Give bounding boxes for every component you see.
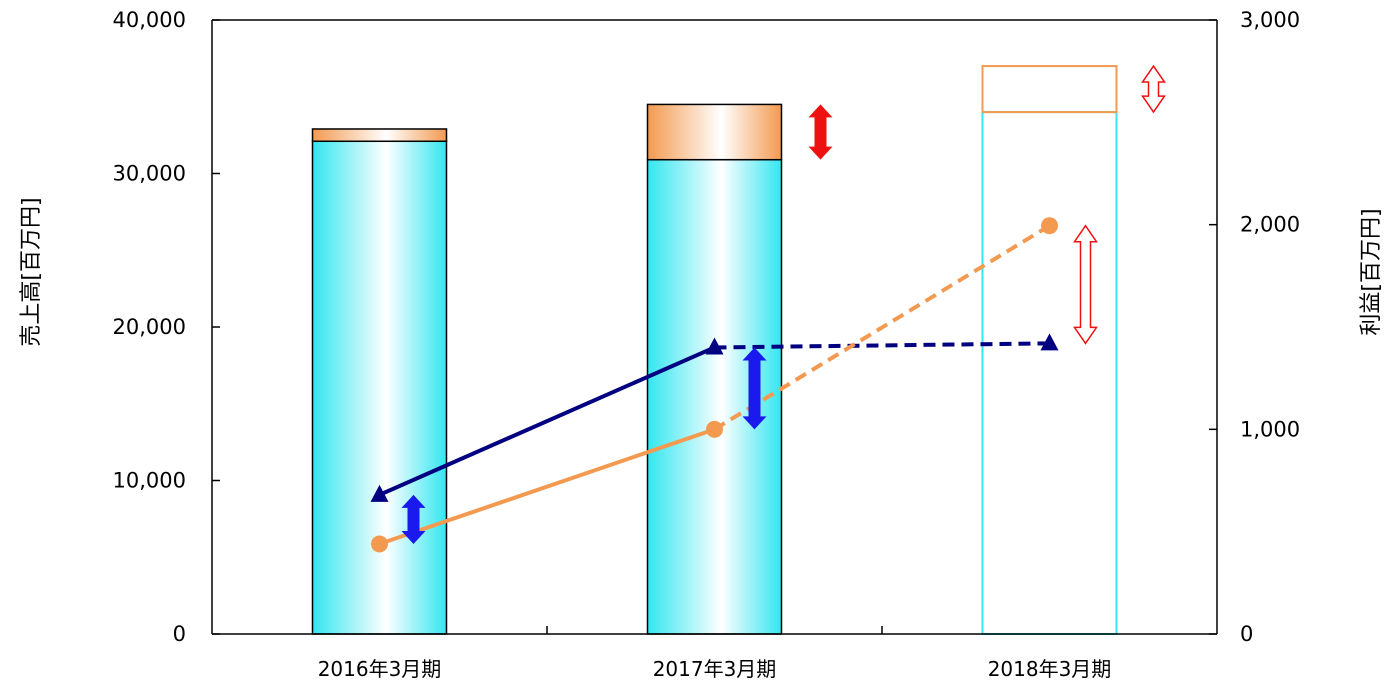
profit-diff-arrow-2016 xyxy=(401,494,426,544)
y-tick-label: 20,000 xyxy=(113,315,186,339)
series-line xyxy=(378,345,716,497)
bar-base-forecast xyxy=(981,111,1118,636)
bar-base xyxy=(311,140,448,635)
y2-tick-label: 0 xyxy=(1240,622,1253,646)
arrow-shape xyxy=(808,104,833,160)
y2-axis-title-profit: 利益[百万円] xyxy=(1359,208,1384,335)
data-point-triangle xyxy=(370,484,389,502)
arrow-shape xyxy=(1073,224,1098,345)
y-tick-label: 40,000 xyxy=(113,8,186,32)
y2-tick-label: 2,000 xyxy=(1240,213,1300,237)
x-tick-label: 2018年3月期 xyxy=(988,657,1112,681)
y-tick-label: 10,000 xyxy=(113,469,186,493)
y-tick-label: 0 xyxy=(173,622,186,646)
sales-diff-arrow-2018 xyxy=(1141,64,1166,114)
profit-diff-arrow-2017 xyxy=(742,347,767,430)
data-point-circle xyxy=(371,535,388,553)
bar-top xyxy=(646,103,783,161)
profit-diff-arrow-2018 xyxy=(1073,224,1098,345)
arrow-shape xyxy=(401,494,426,544)
data-point-triangle xyxy=(705,337,724,355)
data-point-circle xyxy=(1041,217,1058,235)
y-axis-title-sales: 売上高[百万円] xyxy=(19,197,44,346)
series-line-forecast xyxy=(713,223,1051,432)
x-tick-label: 2017年3月期 xyxy=(653,657,777,681)
sales-diff-arrow-2017 xyxy=(808,104,833,160)
data-point-circle xyxy=(706,420,723,438)
y-tick-label: 30,000 xyxy=(113,162,186,186)
arrow-shape xyxy=(742,347,767,430)
y2-tick-label: 1,000 xyxy=(1240,417,1300,441)
bar-top xyxy=(311,128,448,143)
x-tick-label: 2016年3月期 xyxy=(318,657,442,681)
bar-top-forecast xyxy=(981,65,1118,114)
bar-base xyxy=(646,158,783,635)
data-point-triangle xyxy=(1040,333,1059,351)
y2-tick-label: 3,000 xyxy=(1240,8,1300,32)
arrow-shape xyxy=(1141,64,1166,114)
series-line xyxy=(378,427,716,546)
